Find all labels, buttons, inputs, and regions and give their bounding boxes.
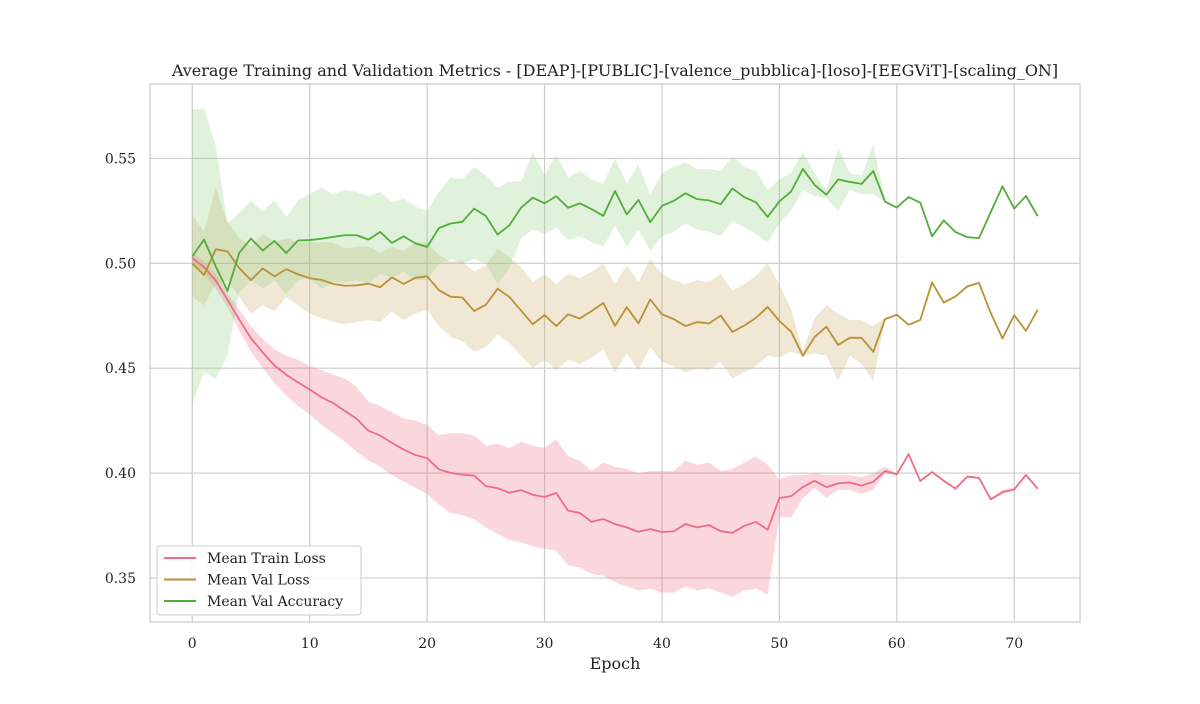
x-tick-label: 60 [888,636,906,652]
legend-frame [156,545,362,616]
series-band-1 [192,187,1038,381]
x-tick-label: 10 [301,636,319,652]
x-axis-label: Epoch [590,654,641,673]
legend-label: Mean Val Loss [207,573,310,589]
series-line-0 [191,257,1039,534]
series-line-2 [191,168,1039,292]
x-tick-label: 70 [1005,636,1023,652]
series-line-1 [191,248,1039,357]
legend: Mean Train Loss Mean Val Loss Mean Val Acc… [156,545,362,616]
x-tick-label: 40 [653,636,671,652]
series-band-2 [192,108,1038,404]
y-tick-label: 0.50 [105,256,136,272]
chart-title: Average Training and Validation Metrics … [171,61,1058,80]
series-lines [191,168,1039,534]
plot-area [150,84,1080,622]
x-tick-label: 0 [188,636,197,652]
confidence-bands [192,108,1038,597]
y-tick-label: 0.45 [105,361,136,377]
series-band-0 [192,252,1038,597]
legend-label: Mean Train Loss [207,551,326,567]
plot-frame [149,83,1081,623]
y-tick-label: 0.55 [105,151,136,167]
tick-labels: 0 10 20 30 40 50 60 70 0.35 0.40 0.45 0.50 0.55 [105,151,1023,652]
x-tick-label: 50 [770,636,788,652]
y-tick-label: 0.40 [105,466,136,482]
y-tick-label: 0.35 [105,571,136,587]
legend-label: Mean Val Accuracy [207,594,343,610]
x-tick-label: 30 [536,636,554,652]
x-tick-label: 20 [418,636,436,652]
